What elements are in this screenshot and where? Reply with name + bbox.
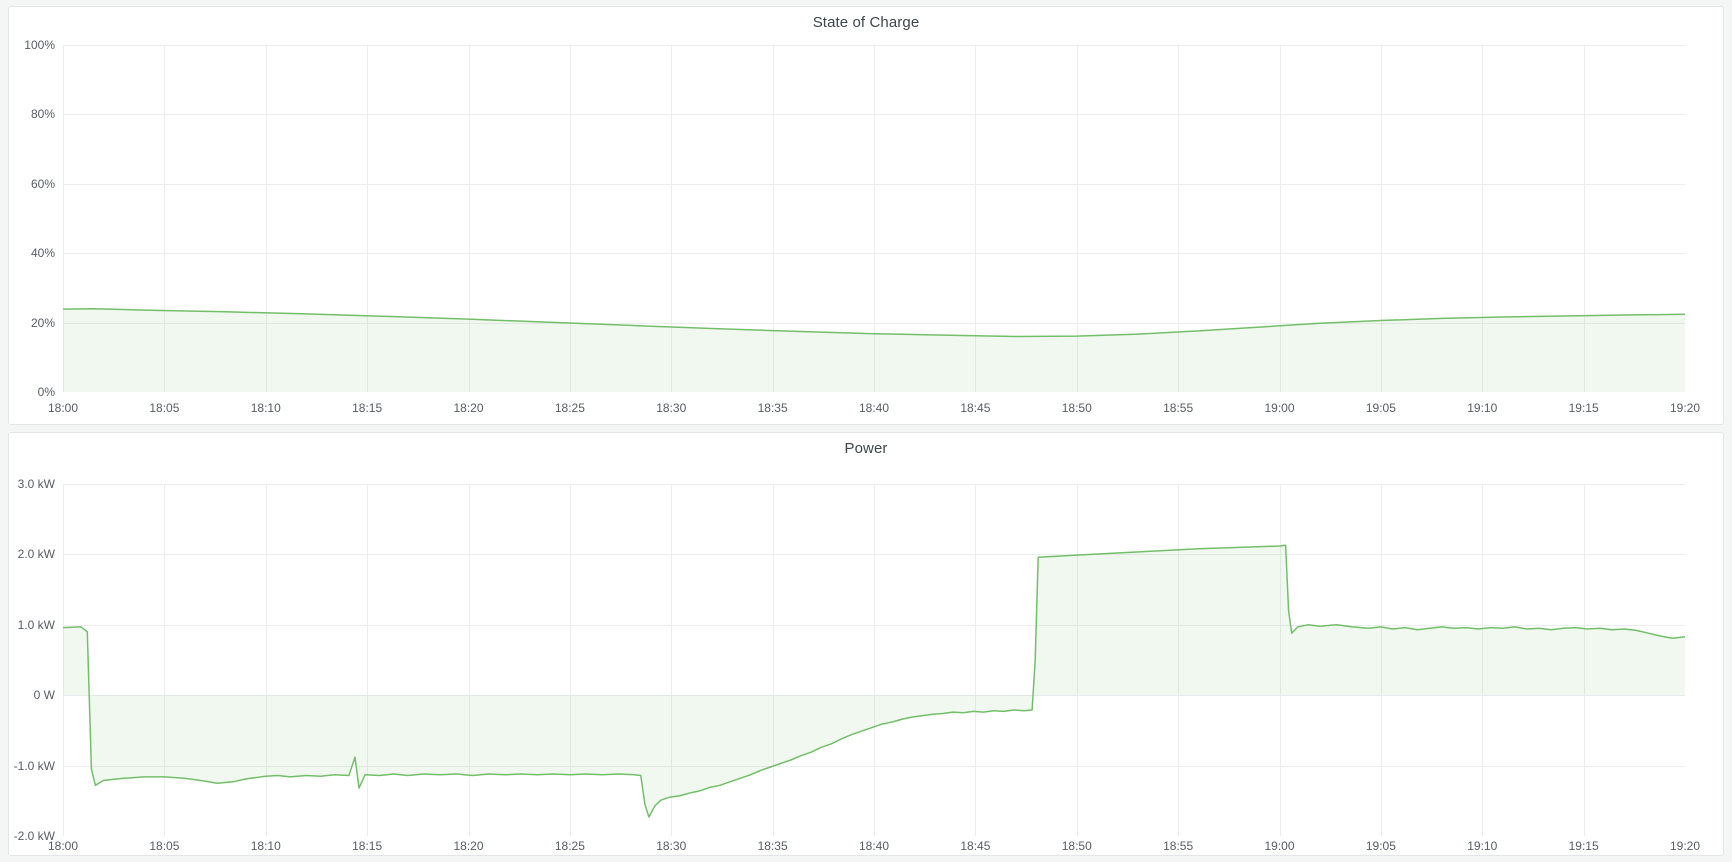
x-tick-label: 18:35	[757, 839, 788, 853]
panel-power: Power -2.0 kW -1.0 kW 0 W 1.0 kW 2.0 kW 3.0 k…	[8, 432, 1724, 856]
x-tick-label: 19:20	[1669, 401, 1701, 415]
x-tick-label: 19:00	[1264, 839, 1295, 853]
y-tick-label: 80%	[30, 107, 55, 122]
x-tick-label: 19:15	[1568, 401, 1599, 415]
x-tick-label: 18:20	[453, 839, 484, 853]
x-tick-label: 19:10	[1467, 401, 1498, 415]
x-tick-label: 19:05	[1365, 839, 1396, 853]
y-tick-label: 3.0 kW	[17, 477, 55, 491]
grid-lines	[63, 45, 1685, 392]
x-tick-label: 19:00	[1264, 401, 1295, 415]
x-tick-label: 18:40	[858, 401, 890, 415]
x-tick-label: 18:00	[47, 401, 79, 415]
x-tick-label: 18:25	[554, 839, 585, 853]
y-tick-label: 1.0 kW	[17, 617, 55, 632]
x-tick-label: 18:35	[757, 401, 788, 415]
x-tick-label: 18:45	[960, 839, 991, 853]
y-tick-label: 60%	[30, 176, 55, 191]
x-tick-label: 18:40	[858, 839, 890, 853]
x-tick-label: 19:10	[1467, 839, 1498, 853]
panel-header[interactable]: State of Charge	[9, 7, 1723, 37]
y-tick-label: -1.0 kW	[13, 758, 55, 773]
x-tick-label: 18:30	[656, 401, 687, 415]
panel-state-of-charge: State of Charge 0% 20% 40% 60% 80% 100% 18:00 1…	[8, 6, 1724, 425]
x-tick-label: 18:50	[1061, 401, 1092, 415]
panel-title[interactable]: Power	[844, 439, 888, 457]
y-tick-label: 0%	[37, 385, 55, 399]
y-tick-label: -2.0 kW	[13, 829, 55, 843]
x-tick-label: 18:45	[960, 401, 991, 415]
x-tick-label: 18:15	[352, 839, 383, 853]
x-tick-label: 18:20	[453, 401, 484, 415]
grid-lines	[63, 484, 1685, 836]
chart-plot-svg[interactable]	[63, 45, 1685, 392]
x-tick-label: 18:05	[149, 401, 180, 415]
soc-chart[interactable]: 0% 20% 40% 60% 80% 100% 18:00 18:05 18:10 18:15 18…	[9, 7, 1723, 424]
y-tick-label: 40%	[30, 246, 55, 261]
x-tick-label: 18:05	[149, 839, 180, 853]
x-tick-label: 18:55	[1163, 401, 1194, 415]
x-tick-label: 18:50	[1061, 839, 1092, 853]
x-tick-label: 19:05	[1365, 401, 1396, 415]
y-tick-label: 0 W	[33, 688, 55, 703]
series-area-fill	[63, 545, 1685, 817]
series-line	[63, 307, 1685, 338]
x-tick-label: 19:15	[1568, 839, 1599, 853]
y-tick-label: 100%	[24, 38, 55, 52]
x-tick-label: 18:25	[554, 401, 585, 415]
x-tick-label: 18:15	[352, 401, 383, 415]
y-tick-label: 2.0 kW	[17, 547, 55, 562]
x-tick-label: 18:30	[656, 839, 687, 853]
panel-header[interactable]: Power	[9, 433, 1723, 463]
x-tick-label: 18:10	[250, 401, 281, 415]
x-tick-label: 18:55	[1163, 839, 1194, 853]
series-line	[63, 544, 1685, 818]
series-area-fill	[63, 308, 1685, 392]
x-tick-label: 18:00	[47, 839, 79, 853]
panel-title[interactable]: State of Charge	[812, 13, 920, 31]
power-chart[interactable]: -2.0 kW -1.0 kW 0 W 1.0 kW 2.0 kW 3.0 kW 18:00…	[9, 433, 1723, 855]
x-tick-label: 18:10	[250, 839, 281, 853]
chart-plot-svg[interactable]	[63, 484, 1685, 836]
x-tick-label: 19:20	[1669, 839, 1701, 853]
y-tick-label: 20%	[30, 315, 55, 330]
